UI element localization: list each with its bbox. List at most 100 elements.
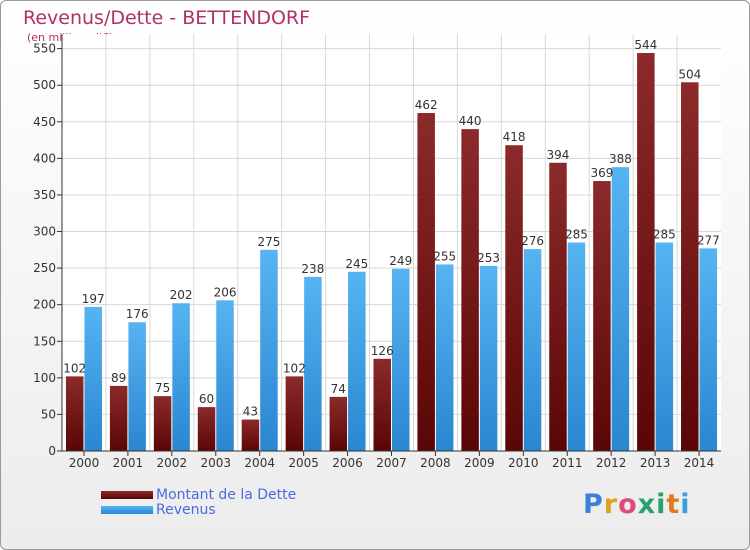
logo-letter: r — [603, 489, 619, 520]
bar-revenue — [479, 265, 498, 451]
x-tick-label: 2006 — [332, 456, 363, 470]
value-label-debt: 544 — [634, 38, 657, 52]
value-label-debt: 126 — [371, 344, 394, 358]
x-tick-label: 2002 — [157, 456, 188, 470]
value-label-revenue: 206 — [214, 285, 237, 299]
bar-revenue — [216, 300, 234, 451]
proxiti-logo: Proxiti — [583, 489, 691, 520]
bar-revenue — [435, 264, 454, 451]
grid-lines — [62, 34, 721, 452]
x-tick-label: 2000 — [69, 456, 100, 470]
bar-revenue — [84, 306, 102, 451]
legend-label-debt: Montant de la Dette — [156, 487, 297, 503]
logo-letter: o — [618, 489, 638, 520]
value-label-revenue: 197 — [82, 292, 105, 306]
value-label-debt: 89 — [111, 371, 126, 385]
value-label-debt: 102 — [283, 361, 306, 375]
logo-letter: P — [583, 489, 604, 520]
bar-revenue — [172, 303, 190, 451]
value-label-revenue: 249 — [389, 254, 412, 268]
logo-letter: x — [637, 489, 657, 520]
bar-debt — [329, 396, 348, 451]
value-label-debt: 440 — [459, 114, 482, 128]
y-tick-label: 500 — [33, 78, 56, 92]
value-label-revenue: 277 — [697, 233, 720, 247]
bar-revenue — [392, 268, 410, 451]
x-tick-label: 2010 — [508, 456, 539, 470]
value-label-revenue: 285 — [565, 228, 588, 242]
bar-debt — [373, 358, 391, 451]
bar-debt — [285, 376, 304, 451]
value-label-debt: 369 — [590, 166, 613, 180]
value-label-debt: 462 — [415, 98, 438, 112]
bar-revenue — [128, 322, 146, 451]
bar-revenue — [260, 249, 278, 451]
bar-debt — [549, 162, 567, 452]
logo-letter: t — [666, 489, 681, 520]
x-tick-label: 2008 — [420, 456, 451, 470]
bar-revenue — [348, 271, 366, 451]
y-tick-label: 100 — [33, 371, 56, 385]
legend-label-revenue: Revenus — [156, 502, 216, 518]
x-tick-label: 2001 — [113, 456, 144, 470]
axes: 0 50 100 150 200 250 300 350 400 450 500 550 2000 200… — [33, 34, 721, 470]
bar-debt — [197, 407, 216, 451]
x-tick-label: 2011 — [552, 456, 583, 470]
legend-swatch-revenue — [101, 506, 153, 514]
bar-debt — [153, 396, 172, 451]
value-labels: 102 197 89 176 75 202 60 206 43 275 102 238 74 245 126… — [63, 38, 719, 419]
value-label-revenue: 275 — [257, 235, 280, 249]
value-label-debt: 102 — [63, 361, 86, 375]
bar-debt — [637, 53, 655, 451]
bar-revenue — [655, 242, 674, 451]
y-tick-label: 250 — [33, 261, 56, 275]
bar-debt — [461, 129, 479, 451]
logo-letter: i — [656, 489, 667, 520]
y-tick-label: 200 — [33, 298, 56, 312]
y-tick-label: 550 — [33, 42, 56, 56]
chart-title: Revenus/Dette - BETTENDORF — [23, 7, 311, 29]
value-label-debt: 394 — [547, 148, 570, 162]
value-label-revenue: 238 — [301, 262, 324, 276]
y-tick-label: 400 — [33, 151, 56, 165]
y-tick-label: 50 — [41, 407, 56, 421]
bar-debt — [417, 113, 435, 451]
y-tick-label: 350 — [33, 188, 56, 202]
value-label-debt: 60 — [199, 392, 214, 406]
y-tick-label: 300 — [33, 225, 56, 239]
bar-debt — [109, 385, 128, 451]
bar-debt — [65, 376, 84, 451]
bar-debt — [593, 181, 611, 451]
value-label-revenue: 176 — [126, 307, 149, 321]
bar-revenue — [699, 248, 718, 451]
value-label-revenue: 202 — [170, 288, 193, 302]
x-tick-label: 2014 — [684, 456, 715, 470]
value-label-revenue: 255 — [433, 249, 456, 263]
logo-letter: i — [680, 489, 691, 520]
bar-revenue — [304, 276, 322, 451]
x-tick-label: 2007 — [376, 456, 407, 470]
value-label-debt: 504 — [678, 67, 701, 81]
value-label-revenue: 253 — [477, 251, 500, 265]
x-tick-label: 2013 — [640, 456, 671, 470]
bar-revenue — [611, 167, 630, 451]
value-label-debt: 74 — [331, 382, 346, 396]
value-label-debt: 418 — [503, 130, 526, 144]
legend-swatch-debt — [101, 491, 153, 499]
x-tick-label: 2009 — [464, 456, 495, 470]
bar-revenue — [523, 249, 542, 451]
bar-debt — [241, 419, 260, 451]
y-tick-label: 450 — [33, 115, 56, 129]
value-label-revenue: 285 — [653, 228, 676, 242]
x-tick-label: 2005 — [288, 456, 319, 470]
value-label-debt: 43 — [243, 405, 258, 419]
x-tick-label: 2012 — [596, 456, 627, 470]
value-label-revenue: 276 — [521, 234, 544, 248]
bar-revenue — [567, 242, 586, 451]
bar-debt — [505, 145, 523, 451]
x-tick-label: 2003 — [200, 456, 231, 470]
x-tick-label: 2004 — [244, 456, 275, 470]
value-label-revenue: 388 — [609, 152, 632, 166]
